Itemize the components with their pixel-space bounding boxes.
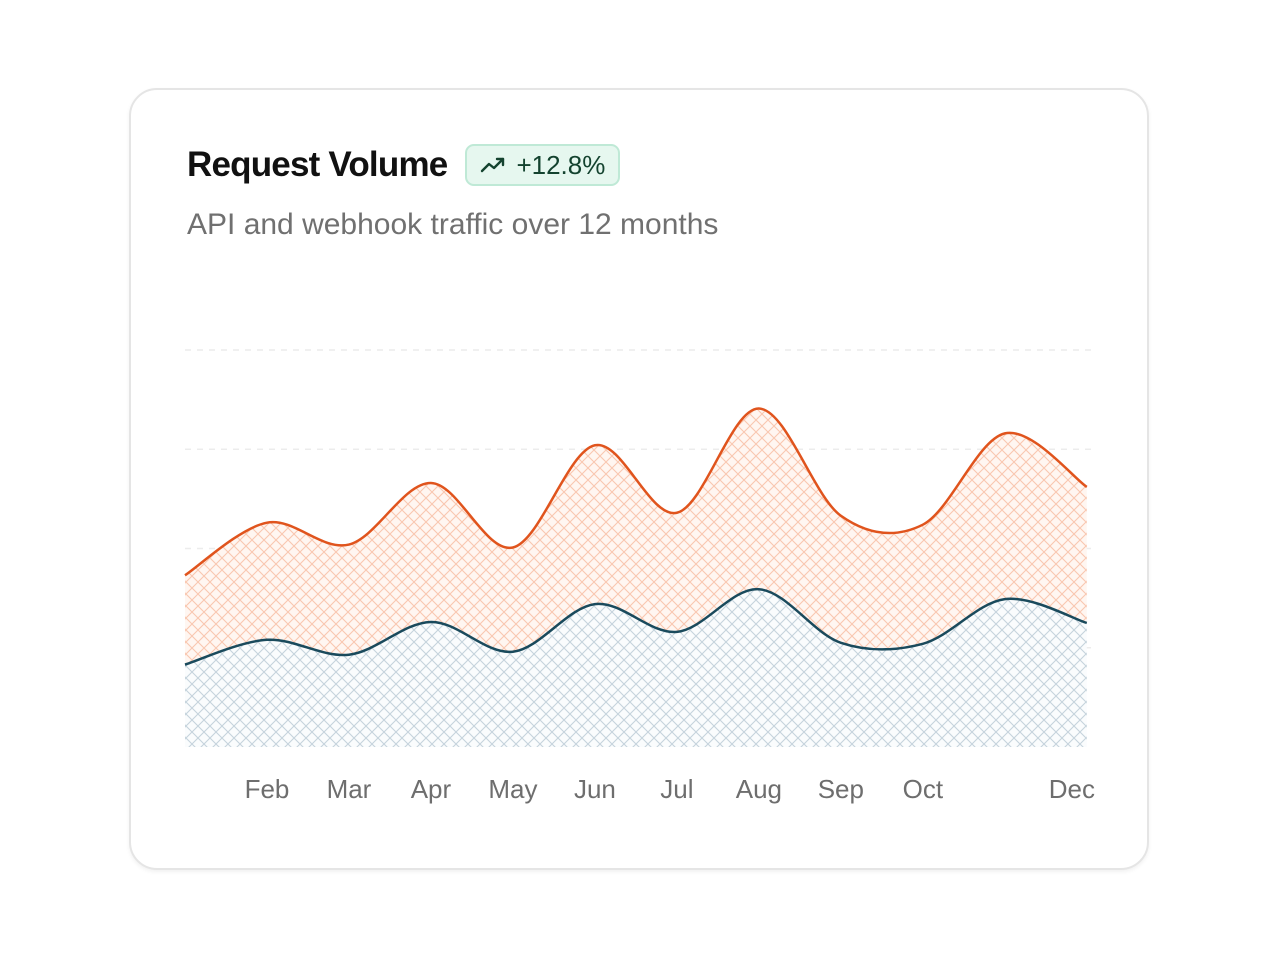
x-tick-label: Sep <box>818 774 864 804</box>
x-tick-label: Feb <box>245 774 290 804</box>
x-tick-label: Dec <box>1049 774 1095 804</box>
series-line-2 <box>184 407 1088 577</box>
x-tick-label: Jun <box>574 774 616 804</box>
x-tick-label: May <box>488 774 537 804</box>
x-tick-label: Oct <box>903 774 944 804</box>
trending-up-icon <box>481 157 505 173</box>
series-area-2 <box>185 408 1087 665</box>
x-tick-label: Mar <box>327 774 372 804</box>
trend-value: +12.8% <box>516 149 606 180</box>
x-axis-ticks: Feb Mar Apr May Jun Jul Aug Sep Oct Dec <box>245 774 1095 804</box>
series-area-1 <box>185 589 1087 747</box>
series-line-1 <box>184 587 1088 666</box>
trend-badge: +12.8% <box>465 144 621 186</box>
x-tick-label: Apr <box>411 774 452 804</box>
series-lines <box>184 407 1088 666</box>
card-header: Request Volume +12.8% <box>187 144 621 186</box>
x-tick-label: Aug <box>736 774 782 804</box>
x-tick-label: Jul <box>660 774 693 804</box>
chart-subtitle: API and webhook traffic over 12 months <box>187 208 719 241</box>
chart-title: Request Volume <box>187 145 448 184</box>
series-areas <box>185 408 1087 747</box>
